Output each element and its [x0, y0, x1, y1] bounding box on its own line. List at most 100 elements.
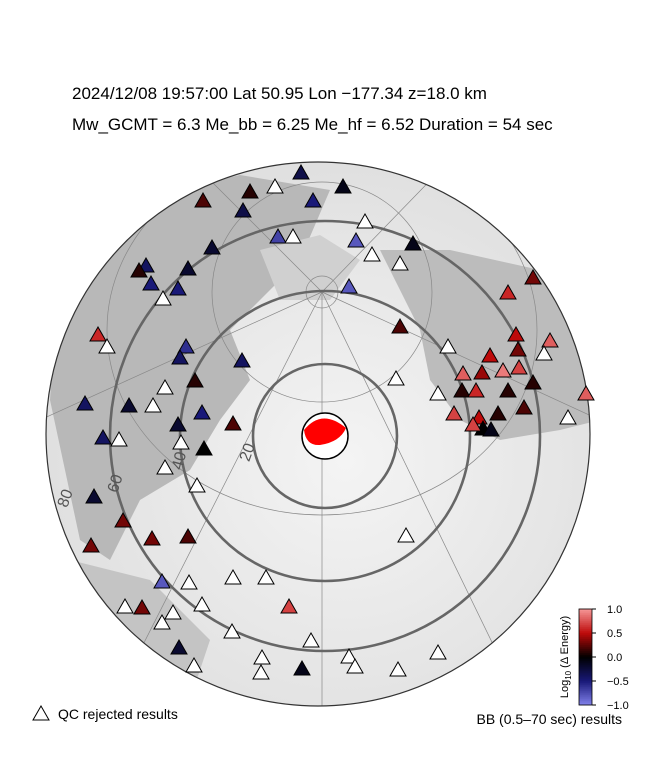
- station: [346, 657, 364, 674]
- colorbar-cell: [579, 674, 592, 678]
- ring-label: 80: [55, 487, 77, 510]
- station: [347, 231, 365, 248]
- legend-qc: QC rejected results: [58, 706, 178, 722]
- station: [515, 398, 533, 415]
- legend-bb: BB (0.5–70 sec) results: [476, 711, 622, 727]
- station: [193, 403, 211, 420]
- station: [234, 201, 252, 218]
- colorbar-cell: [579, 686, 592, 690]
- station: [473, 363, 491, 380]
- colorbar-cell: [579, 642, 592, 646]
- station: [120, 396, 138, 413]
- distance-ring: [251, 362, 399, 510]
- station: [110, 430, 128, 447]
- colorbar-cell: [579, 668, 592, 672]
- station: [180, 573, 198, 590]
- colorbar-cell: [579, 654, 592, 658]
- station: [170, 638, 188, 655]
- station: [116, 597, 134, 614]
- colorbar-cell: [579, 690, 592, 694]
- legend-triangle: [32, 704, 50, 721]
- station: [142, 274, 160, 291]
- station: [224, 568, 242, 585]
- station: [172, 433, 190, 450]
- colorbar-cell: [579, 608, 592, 612]
- station: [577, 384, 595, 401]
- station: [429, 384, 447, 401]
- station: [224, 414, 242, 431]
- station: [481, 346, 499, 363]
- station: [524, 268, 542, 285]
- station: [82, 536, 100, 553]
- station: [340, 647, 358, 664]
- colorbar-label: Log10 (Δ Energy): [559, 616, 573, 698]
- station: [252, 663, 270, 680]
- colorbar-cell: [579, 650, 592, 654]
- station: [439, 337, 457, 354]
- station: [510, 358, 528, 375]
- station: [499, 381, 517, 398]
- station: [269, 227, 287, 244]
- station: [143, 529, 161, 546]
- colorbar-label-rest: (Δ Energy): [559, 616, 571, 671]
- station: [389, 660, 407, 677]
- colorbar-cell: [579, 662, 592, 666]
- station: [188, 476, 206, 493]
- colorbar-cell: [579, 688, 592, 692]
- station: [334, 177, 352, 194]
- colorbar-label-main: Log: [559, 680, 571, 698]
- station: [535, 344, 553, 361]
- colorbar-cell: [579, 694, 592, 698]
- colorbar-tick-label: 0.0: [607, 652, 622, 664]
- colorbar-cell: [579, 652, 592, 656]
- colorbar-cell: [579, 660, 592, 664]
- station: [257, 568, 275, 585]
- colorbar-cell: [579, 672, 592, 676]
- colorbar-cell: [579, 684, 592, 688]
- station: [499, 283, 517, 300]
- header-line2: Mw_GCMT = 6.3 Me_bb = 6.25 Me_hf = 6.52 …: [72, 115, 553, 134]
- station: [179, 259, 197, 276]
- colorbar-cell: [579, 618, 592, 622]
- station: [454, 364, 472, 381]
- colorbar-cell: [579, 702, 592, 706]
- station: [391, 254, 409, 271]
- colorbar-cell: [579, 616, 592, 620]
- station: [453, 381, 471, 398]
- station: [177, 337, 195, 354]
- colorbar-cell: [579, 680, 592, 684]
- station: [89, 325, 107, 342]
- station: [76, 394, 94, 411]
- station: [253, 648, 271, 665]
- station: [203, 238, 221, 255]
- station: [156, 378, 174, 395]
- colorbar-cell: [579, 666, 592, 670]
- station: [194, 191, 212, 208]
- ring-label: 40: [169, 450, 190, 472]
- station: [524, 373, 542, 390]
- station: [280, 597, 298, 614]
- colorbar-cell: [579, 658, 592, 662]
- map-outline: [45, 161, 591, 707]
- colorbar-cell: [579, 638, 592, 642]
- colorbar-cell: [579, 632, 592, 636]
- station: [171, 348, 189, 365]
- station: [363, 245, 381, 262]
- station: [489, 404, 507, 421]
- ring-label: 20: [237, 441, 259, 464]
- station: [266, 177, 284, 194]
- colorbar-cell: [579, 656, 592, 660]
- colorbar-cell: [579, 622, 592, 626]
- station: [94, 428, 112, 445]
- colorbar-tick-label: −1.0: [607, 700, 629, 712]
- colorbar-cell: [579, 614, 592, 618]
- colorbar-tick-label: −0.5: [607, 676, 629, 688]
- colorbar-cell: [579, 692, 592, 696]
- beachball: [301, 412, 349, 460]
- colorbar-cell: [579, 646, 592, 650]
- station: [185, 656, 203, 673]
- station: [304, 191, 322, 208]
- station: [482, 420, 500, 437]
- station: [284, 227, 302, 244]
